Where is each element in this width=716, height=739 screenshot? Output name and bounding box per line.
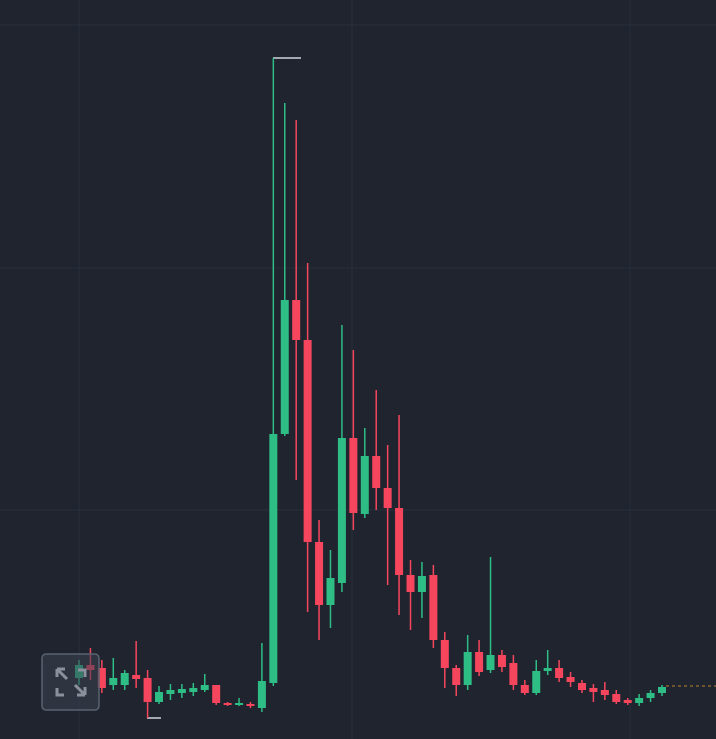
candle-body xyxy=(337,438,346,583)
candle-body xyxy=(532,671,541,693)
candle-body xyxy=(612,694,621,702)
candle-body xyxy=(235,703,244,705)
candle-body xyxy=(372,456,381,488)
candle-body xyxy=(577,683,586,690)
candle-body xyxy=(452,668,461,685)
candle-body xyxy=(166,690,175,694)
candle-body xyxy=(429,575,438,640)
candle-body xyxy=(475,652,484,672)
candle-body xyxy=(303,340,312,542)
candle-body xyxy=(623,700,632,703)
candle-body xyxy=(280,300,289,434)
candle-body xyxy=(566,677,575,682)
candle-body xyxy=(520,685,529,693)
candle-body xyxy=(600,690,609,695)
candle-body xyxy=(509,663,518,685)
candle-body xyxy=(257,681,266,708)
candle-body xyxy=(349,438,358,513)
candle-body xyxy=(155,692,164,702)
candle-body xyxy=(246,704,255,706)
candle-body xyxy=(109,678,118,685)
candle-body xyxy=(360,456,369,514)
candle-body xyxy=(269,434,278,683)
candle-body xyxy=(315,542,324,605)
candle-body xyxy=(463,652,472,685)
candle-body xyxy=(417,576,426,592)
candle-body xyxy=(292,300,301,340)
candle-body xyxy=(212,685,221,703)
candle-body xyxy=(177,689,186,693)
candle-body xyxy=(383,488,392,508)
candle-body xyxy=(646,693,655,698)
expand-button[interactable] xyxy=(41,653,100,711)
candle-body xyxy=(555,668,564,678)
expand-button-frame[interactable] xyxy=(41,653,100,711)
candle-body xyxy=(440,640,449,668)
candle-body xyxy=(120,673,129,685)
candle-body xyxy=(635,698,644,703)
candle-body xyxy=(589,688,598,692)
candle-body xyxy=(658,687,666,693)
expand-icon xyxy=(55,667,87,697)
candle-body xyxy=(395,508,404,575)
candle-body xyxy=(326,578,335,605)
candle-body xyxy=(189,688,198,692)
candle-body xyxy=(486,655,495,670)
candle-body xyxy=(497,655,506,667)
candle-body xyxy=(143,678,152,702)
candle-body xyxy=(200,685,209,690)
candle-body xyxy=(543,668,552,671)
candle-body xyxy=(97,668,106,688)
candle-body xyxy=(223,703,232,705)
candle-body xyxy=(132,675,141,679)
candle-body xyxy=(406,575,415,592)
